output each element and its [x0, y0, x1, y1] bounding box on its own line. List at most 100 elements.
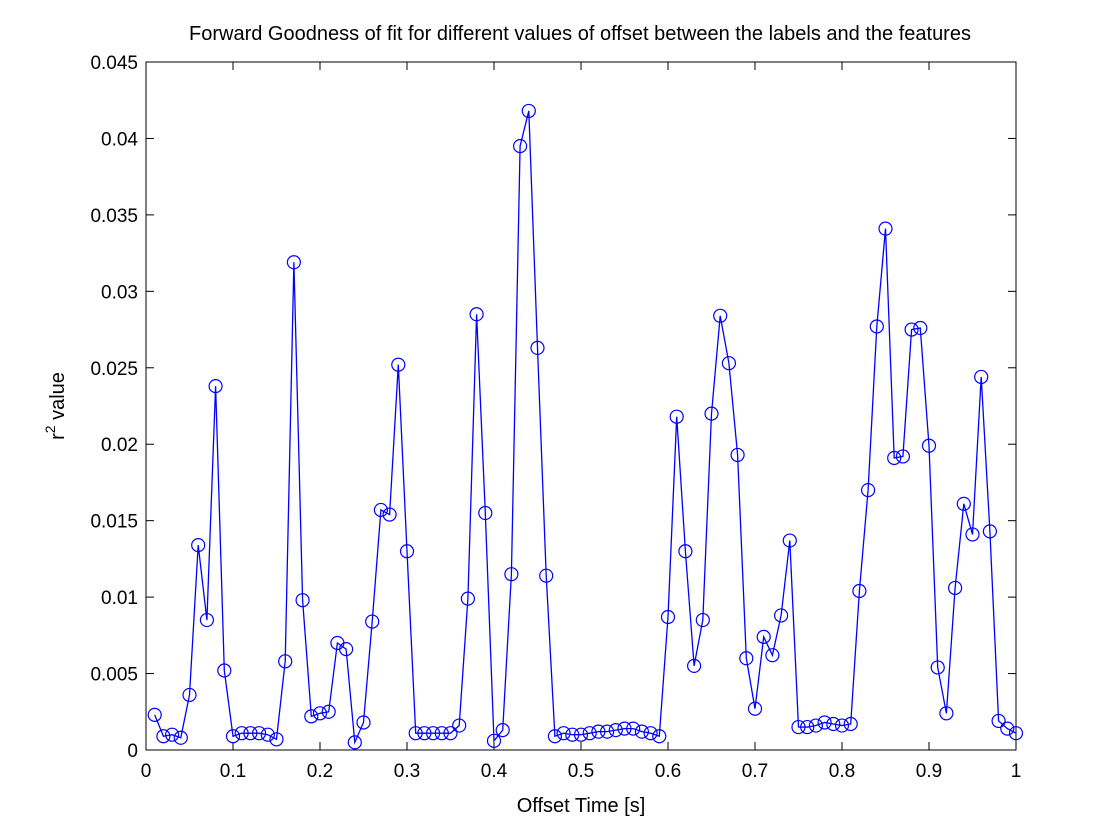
data-point	[321, 704, 336, 719]
data-point	[713, 308, 728, 323]
data-point	[904, 322, 919, 337]
data-point	[217, 663, 232, 678]
data-point	[843, 716, 858, 732]
data-point	[704, 406, 719, 421]
data-point	[878, 221, 893, 236]
series-line	[154, 110, 1017, 745]
data-point	[399, 544, 415, 559]
y-tick-label: 0.045	[90, 53, 138, 74]
data-point	[565, 727, 580, 742]
data-point	[791, 719, 806, 735]
data-point	[895, 449, 911, 464]
y-tick-label: 0.01	[101, 588, 138, 609]
data-point	[460, 591, 475, 606]
x-tick-label: 0.3	[394, 761, 420, 782]
data-point	[173, 730, 188, 745]
data-point	[991, 713, 1006, 729]
x-tick-labels: 0 0.1 0.2 0.3 0.4 0.5 0.6 0.7 0.8 0.9 1	[141, 761, 1022, 782]
data-point	[669, 409, 684, 424]
data-point	[452, 718, 467, 733]
chart-title: Forward Goodness of fit for different va…	[189, 23, 971, 45]
data-point	[504, 567, 519, 582]
data-point	[860, 482, 876, 498]
y-tick-label: 0	[127, 741, 138, 762]
plot-background	[146, 62, 1016, 750]
data-point	[756, 629, 771, 644]
data-point	[486, 733, 502, 748]
y-tick-label: 0.015	[90, 512, 138, 533]
data-point	[808, 718, 824, 733]
data-point	[852, 583, 867, 599]
data-point	[634, 724, 650, 739]
data-point	[930, 660, 945, 675]
y-axis-label-superscript: 2	[42, 425, 58, 433]
x-tick-label: 0.8	[829, 761, 855, 782]
data-point	[191, 538, 206, 553]
data-point	[478, 505, 493, 521]
data-point	[947, 580, 963, 596]
data-point	[234, 726, 249, 741]
data-point	[686, 658, 702, 674]
data-point	[782, 533, 797, 548]
data-point	[312, 706, 328, 721]
data-point	[652, 729, 667, 744]
data-point	[643, 726, 658, 741]
data-point	[252, 726, 267, 741]
y-axis-label-rest: value	[47, 372, 69, 425]
series-markers	[147, 103, 1024, 750]
data-point	[582, 726, 597, 741]
y-axis-label-base: r	[47, 433, 69, 440]
data-point	[373, 502, 388, 518]
data-point	[521, 103, 536, 119]
data-point	[817, 715, 832, 730]
data-point	[982, 524, 998, 539]
data-point	[295, 593, 310, 608]
data-point	[617, 721, 632, 736]
data-point	[913, 320, 928, 336]
data-point	[773, 608, 789, 623]
data-point	[530, 340, 545, 355]
data-point	[391, 357, 406, 372]
y-tick-label: 0.005	[90, 665, 138, 686]
data-point	[747, 701, 763, 716]
data-point	[165, 727, 180, 742]
data-point	[599, 724, 615, 739]
data-point	[495, 723, 510, 738]
data-point	[591, 724, 606, 739]
data-point	[269, 732, 284, 747]
data-point	[626, 721, 641, 736]
data-point	[660, 609, 676, 625]
data-point	[887, 450, 902, 466]
data-point	[434, 726, 449, 741]
data-point	[974, 369, 989, 385]
data-point	[382, 507, 397, 522]
data-point	[608, 723, 623, 738]
y-axis-label: r2 value	[42, 372, 69, 440]
y-tick-label: 0.02	[101, 435, 138, 456]
y-tick-label: 0.025	[90, 359, 138, 380]
data-point	[147, 707, 162, 722]
x-tick-label: 0	[141, 761, 152, 782]
data-point	[1000, 721, 1015, 736]
x-tick-label: 1	[1011, 761, 1022, 782]
data-point	[347, 735, 362, 750]
data-point	[678, 544, 693, 559]
data-point	[182, 687, 197, 703]
data-point	[199, 612, 214, 628]
data-point	[512, 138, 528, 154]
data-point	[356, 715, 371, 730]
data-point	[304, 709, 319, 724]
y-tick-label: 0.035	[90, 206, 138, 227]
data-point	[443, 726, 458, 741]
data-point	[739, 651, 754, 666]
data-point	[408, 726, 423, 741]
data-point	[417, 726, 432, 741]
data-point	[208, 379, 223, 394]
x-tick-label: 0.7	[742, 761, 768, 782]
data-point	[765, 648, 780, 663]
data-point	[834, 718, 850, 733]
x-tick-label: 0.6	[655, 761, 681, 782]
data-point	[243, 726, 258, 741]
data-point	[556, 726, 571, 741]
